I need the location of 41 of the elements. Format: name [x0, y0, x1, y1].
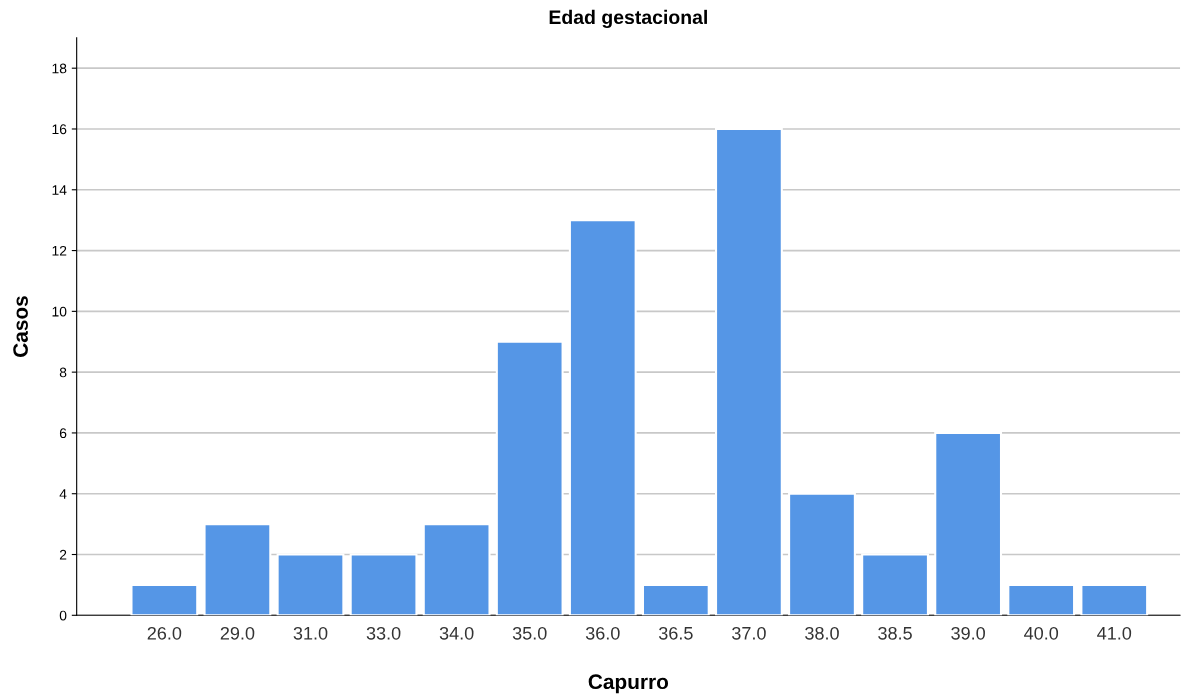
x-tick-label: 33.0: [366, 626, 401, 640]
x-axis-title: Capurro: [588, 674, 669, 694]
bar: [788, 492, 856, 616]
y-tick-label: 6: [59, 428, 67, 439]
x-tick-label: 36.0: [585, 626, 620, 640]
bar: [130, 583, 199, 616]
bar: [1007, 583, 1076, 616]
bar: [276, 553, 345, 616]
x-tick-label: 31.0: [293, 626, 328, 640]
x-tick-label: 35.0: [512, 626, 547, 640]
bar: [861, 553, 929, 616]
y-tick-label: 14: [52, 185, 67, 195]
bar: [1080, 583, 1149, 616]
y-tick-label: 10: [52, 306, 67, 317]
bar: [934, 431, 1003, 616]
x-tick-label: 29.0: [220, 626, 255, 640]
y-tick-label: 18: [52, 63, 67, 74]
x-tick-label: 38.5: [878, 626, 912, 640]
y-tick-label: 12: [52, 245, 67, 256]
x-tick-label: 41.0: [1097, 626, 1132, 640]
x-tick-label: 26.0: [147, 626, 182, 640]
bar: [495, 340, 564, 616]
bar: [715, 127, 783, 616]
x-tick-label: 34.0: [439, 626, 474, 640]
bar: [349, 553, 418, 616]
bar: [422, 523, 491, 616]
x-tick-label: 39.0: [951, 626, 985, 640]
y-tick-label: 8: [59, 367, 67, 378]
y-tick-label: 16: [52, 124, 67, 135]
x-tick-label: 37.0: [732, 626, 766, 640]
bar: [203, 523, 272, 616]
x-tick-label: 40.0: [1024, 626, 1059, 640]
bar: [641, 583, 710, 616]
x-tick-label: 38.0: [805, 626, 839, 640]
x-tick-label: 36.5: [658, 626, 693, 640]
y-tick-label: 2: [59, 549, 67, 560]
y-tick-label: 0: [59, 610, 67, 621]
bar: [568, 219, 637, 616]
y-axis-title: Casos: [13, 296, 28, 357]
chart-title: Edad gestacional: [549, 9, 707, 29]
y-tick-label: 4: [59, 489, 67, 499]
